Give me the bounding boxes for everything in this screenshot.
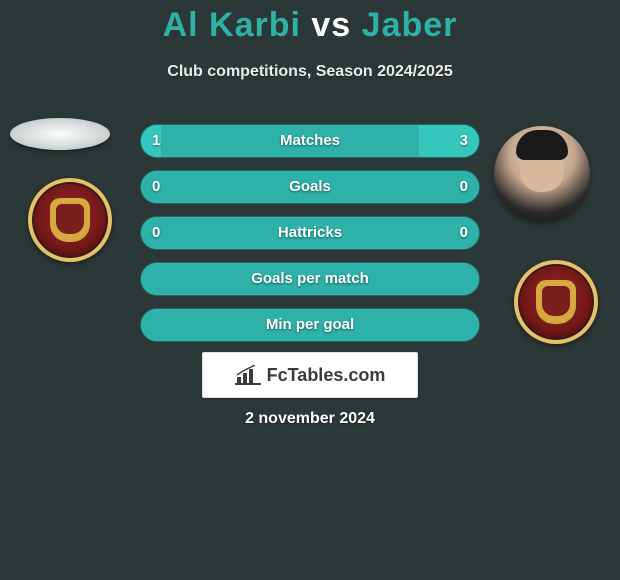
player2-club-crest (514, 260, 598, 344)
player2-name: Jaber (362, 6, 458, 44)
snapshot-date: 2 november 2024 (0, 410, 620, 428)
bar-chart-icon (235, 365, 261, 385)
player1-photo (10, 118, 110, 150)
vs-separator: vs (301, 6, 362, 44)
right-value: 0 (460, 178, 468, 195)
brand-text: FcTables.com (267, 365, 386, 386)
right-value: 0 (460, 224, 468, 241)
stat-track (140, 308, 480, 342)
page-title: Al Karbi vs Jaber (0, 0, 620, 45)
player1-name: Al Karbi (163, 6, 301, 44)
right-bar (419, 125, 479, 157)
right-value: 3 (460, 132, 468, 149)
left-value: 1 (152, 132, 160, 149)
subtitle: Club competitions, Season 2024/2025 (0, 63, 620, 81)
stat-track (140, 124, 480, 158)
left-value: 0 (152, 224, 160, 241)
stat-track (140, 170, 480, 204)
player1-club-crest (28, 178, 112, 262)
brand-badge: FcTables.com (202, 352, 418, 398)
player2-photo (494, 126, 590, 222)
stat-track (140, 216, 480, 250)
stat-track (140, 262, 480, 296)
left-value: 0 (152, 178, 160, 195)
